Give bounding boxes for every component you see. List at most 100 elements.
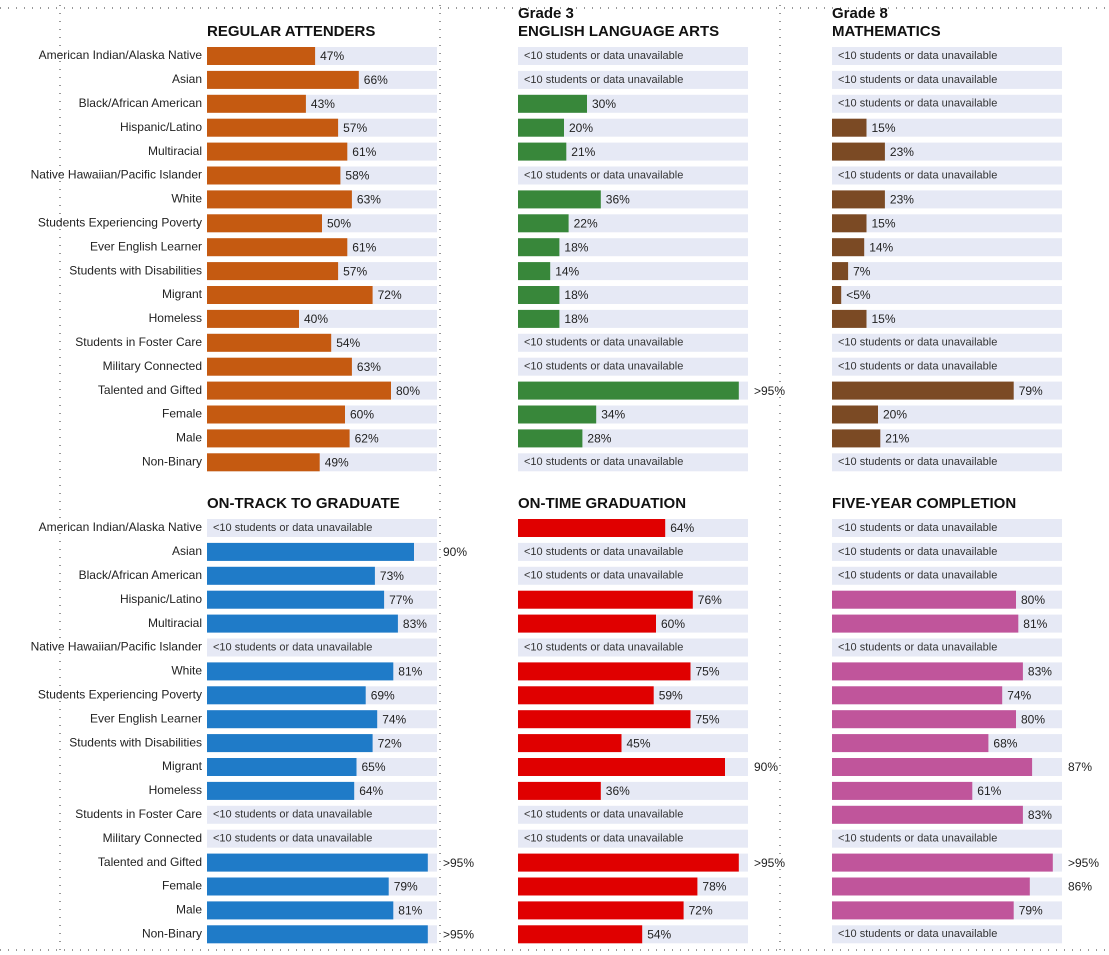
row-background bbox=[832, 214, 1062, 233]
value-label: 20% bbox=[883, 408, 907, 422]
value-label: 75% bbox=[696, 712, 720, 726]
row-background bbox=[832, 70, 1062, 89]
row-background bbox=[832, 94, 1062, 113]
bar bbox=[207, 662, 394, 681]
bar bbox=[832, 309, 867, 328]
value-label: 64% bbox=[359, 784, 383, 798]
category-label: Non-Binary bbox=[142, 454, 202, 468]
value-label: 81% bbox=[398, 904, 422, 918]
bar bbox=[518, 710, 691, 729]
category-label: Students with Disabilities bbox=[69, 735, 202, 749]
row-background bbox=[832, 333, 1062, 352]
row-background bbox=[518, 47, 748, 65]
unavailable-label: <10 students or data unavailable bbox=[838, 546, 997, 558]
unavailable-label: <10 students or data unavailable bbox=[838, 169, 997, 181]
row-background bbox=[832, 429, 1062, 448]
bar bbox=[832, 405, 878, 424]
bar bbox=[207, 405, 345, 424]
panel-title: MATHEMATICS bbox=[832, 23, 941, 40]
panel-subtitle: Grade 8 bbox=[832, 5, 888, 22]
value-label: 69% bbox=[371, 688, 395, 702]
row-background bbox=[518, 309, 748, 328]
row-background bbox=[832, 519, 1062, 537]
row-background bbox=[207, 805, 437, 824]
unavailable-label: <10 students or data unavailable bbox=[524, 361, 683, 373]
value-label: 21% bbox=[571, 145, 595, 159]
bar bbox=[207, 542, 414, 561]
bar bbox=[518, 686, 654, 705]
value-label: 65% bbox=[362, 760, 386, 774]
row-background bbox=[832, 638, 1062, 657]
value-label: 14% bbox=[869, 240, 893, 254]
value-label: 74% bbox=[1007, 688, 1031, 702]
value-label: 72% bbox=[378, 736, 402, 750]
decor bbox=[0, 5, 1109, 951]
row-background bbox=[518, 805, 748, 824]
value-label: 57% bbox=[343, 121, 367, 135]
bar bbox=[518, 781, 601, 800]
value-label: 20% bbox=[569, 121, 593, 135]
value-label: 50% bbox=[327, 216, 351, 230]
bar bbox=[518, 118, 564, 137]
category-label: Multiracial bbox=[148, 144, 202, 158]
value-label: 49% bbox=[325, 455, 349, 469]
category-label: Students in Foster Care bbox=[75, 335, 202, 349]
category-label: Students Experiencing Poverty bbox=[38, 215, 202, 229]
value-label: 80% bbox=[1021, 712, 1045, 726]
value-label: 81% bbox=[1023, 617, 1047, 631]
bar bbox=[832, 853, 1053, 872]
bar bbox=[207, 190, 352, 209]
panel-title: ON-TRACK TO GRADUATE bbox=[207, 495, 400, 512]
unavailable-label: <10 students or data unavailable bbox=[524, 570, 683, 582]
bar bbox=[518, 381, 739, 400]
bar bbox=[207, 94, 306, 113]
bar bbox=[207, 429, 350, 448]
value-label: 61% bbox=[352, 240, 376, 254]
bar bbox=[518, 190, 601, 209]
value-label: >95% bbox=[754, 384, 785, 398]
bar bbox=[518, 142, 567, 161]
category-label: Students in Foster Care bbox=[75, 807, 202, 821]
unavailable-label: <10 students or data unavailable bbox=[524, 641, 683, 653]
category-label: American Indian/Alaska Native bbox=[39, 48, 203, 62]
bar bbox=[518, 238, 560, 257]
value-label: >95% bbox=[1068, 856, 1099, 870]
value-label: 83% bbox=[1028, 665, 1052, 679]
value-label: 83% bbox=[403, 617, 427, 631]
value-label: 18% bbox=[564, 240, 588, 254]
value-label: 79% bbox=[1019, 904, 1043, 918]
value-label: 66% bbox=[364, 73, 388, 87]
row-background bbox=[832, 566, 1062, 585]
value-label: 54% bbox=[647, 927, 671, 941]
bar bbox=[518, 590, 693, 609]
bar bbox=[832, 118, 867, 137]
row-background bbox=[518, 142, 748, 161]
row-background bbox=[832, 286, 1062, 304]
category-label: Male bbox=[176, 431, 202, 445]
value-label: 57% bbox=[343, 264, 367, 278]
bar bbox=[832, 734, 989, 753]
value-label: 61% bbox=[352, 145, 376, 159]
bar bbox=[518, 519, 666, 537]
value-label: >95% bbox=[754, 856, 785, 870]
row-background bbox=[832, 262, 1062, 281]
value-label: <5% bbox=[846, 288, 871, 302]
bar bbox=[207, 453, 320, 472]
value-label: 28% bbox=[587, 432, 611, 446]
bar bbox=[207, 309, 299, 328]
bar bbox=[832, 214, 867, 233]
bar bbox=[832, 142, 885, 161]
bar bbox=[518, 94, 587, 113]
unavailable-label: <10 students or data unavailable bbox=[524, 337, 683, 349]
row-background bbox=[518, 214, 748, 233]
bar bbox=[832, 429, 881, 448]
row-background bbox=[832, 118, 1062, 137]
bar bbox=[207, 214, 322, 233]
unavailable-label: <10 students or data unavailable bbox=[838, 50, 997, 62]
value-label: 14% bbox=[555, 264, 579, 278]
value-label: 64% bbox=[670, 521, 694, 535]
unavailable-label: <10 students or data unavailable bbox=[213, 833, 372, 845]
category-label: White bbox=[171, 192, 202, 206]
row-background bbox=[832, 190, 1062, 209]
unavailable-label: <10 students or data unavailable bbox=[524, 74, 683, 86]
